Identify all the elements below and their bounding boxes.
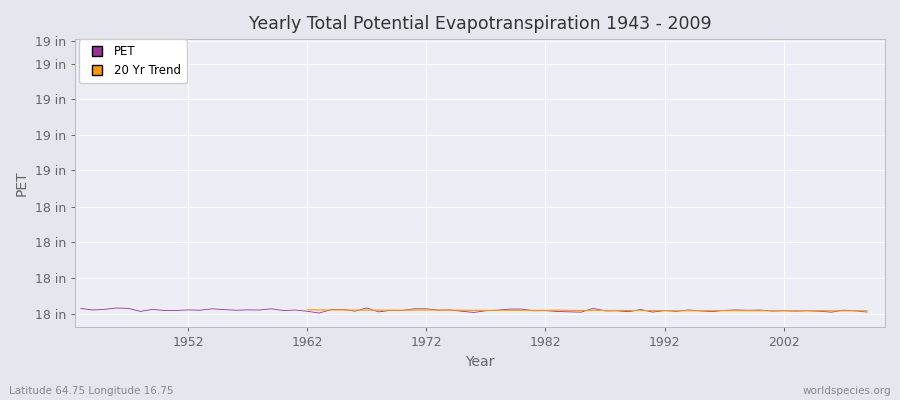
X-axis label: Year: Year [465, 355, 495, 369]
Title: Yearly Total Potential Evapotranspiration 1943 - 2009: Yearly Total Potential Evapotranspiratio… [248, 15, 711, 33]
Text: worldspecies.org: worldspecies.org [803, 386, 891, 396]
Y-axis label: PET: PET [15, 170, 29, 196]
Legend: PET, 20 Yr Trend: PET, 20 Yr Trend [79, 39, 187, 83]
Text: Latitude 64.75 Longitude 16.75: Latitude 64.75 Longitude 16.75 [9, 386, 174, 396]
